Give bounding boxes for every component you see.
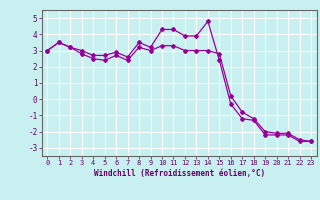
- X-axis label: Windchill (Refroidissement éolien,°C): Windchill (Refroidissement éolien,°C): [94, 169, 265, 178]
